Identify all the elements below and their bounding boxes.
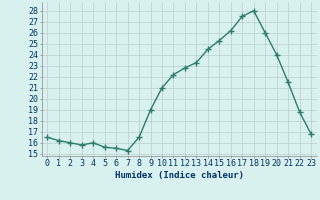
X-axis label: Humidex (Indice chaleur): Humidex (Indice chaleur) [115, 171, 244, 180]
